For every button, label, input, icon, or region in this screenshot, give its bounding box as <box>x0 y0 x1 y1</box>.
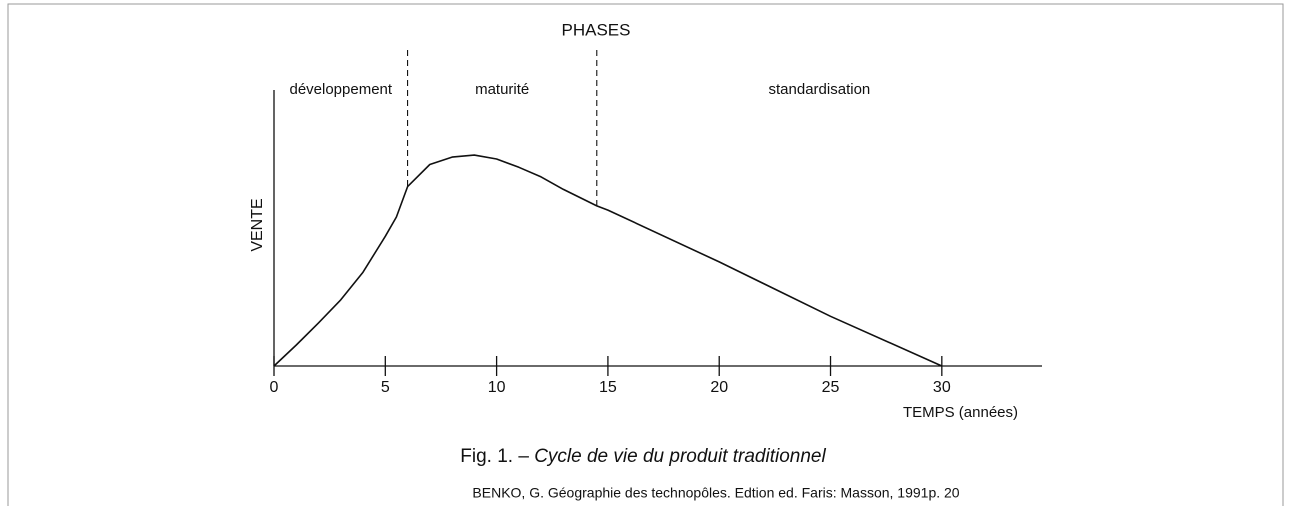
phase-label: développement <box>289 81 392 98</box>
x-axis-label: TEMPS (années) <box>903 404 1018 421</box>
x-tick-label: 30 <box>933 379 951 396</box>
x-tick-label: 15 <box>599 379 617 396</box>
x-tick-label: 5 <box>381 379 390 396</box>
caption: Fig. 1. – Cycle de vie du produit tradit… <box>460 446 826 467</box>
fig-label: Fig. 1. – <box>460 446 529 467</box>
caption-title: Cycle de vie du produit traditionnel <box>534 446 826 467</box>
phases-title: PHASES <box>562 20 631 39</box>
phase-label: standardisation <box>769 81 871 98</box>
x-tick-label: 0 <box>270 379 279 396</box>
phase-label: maturité <box>475 81 529 98</box>
frame <box>7 3 1284 506</box>
sales-curve <box>273 154 943 367</box>
source: BENKO, G. Géographie des technopôles. Ed… <box>472 485 959 501</box>
x-tick-label: 25 <box>822 379 840 396</box>
x-tick-label: 20 <box>710 379 728 396</box>
y-axis-label: VENTE <box>249 198 266 251</box>
x-tick-label: 10 <box>488 379 506 396</box>
